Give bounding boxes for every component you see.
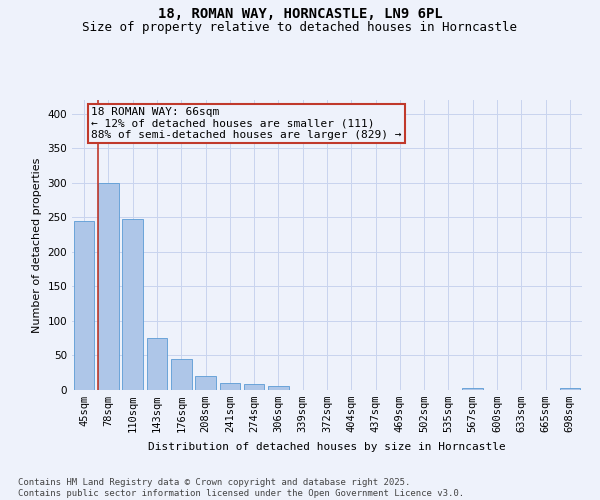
Text: 18 ROMAN WAY: 66sqm
← 12% of detached houses are smaller (111)
88% of semi-detac: 18 ROMAN WAY: 66sqm ← 12% of detached ho… bbox=[91, 107, 401, 140]
Bar bbox=[463, 388, 483, 390]
Text: Size of property relative to detached houses in Horncastle: Size of property relative to detached ho… bbox=[83, 21, 517, 34]
Bar bbox=[560, 388, 580, 390]
Bar bbox=[195, 376, 216, 390]
Bar bbox=[98, 183, 119, 390]
Text: Contains HM Land Registry data © Crown copyright and database right 2025.
Contai: Contains HM Land Registry data © Crown c… bbox=[18, 478, 464, 498]
Y-axis label: Number of detached properties: Number of detached properties bbox=[32, 158, 42, 332]
Bar bbox=[171, 359, 191, 390]
Bar bbox=[122, 219, 143, 390]
Text: 18, ROMAN WAY, HORNCASTLE, LN9 6PL: 18, ROMAN WAY, HORNCASTLE, LN9 6PL bbox=[158, 8, 442, 22]
Text: Distribution of detached houses by size in Horncastle: Distribution of detached houses by size … bbox=[148, 442, 506, 452]
Bar bbox=[268, 386, 289, 390]
Bar bbox=[244, 384, 265, 390]
Bar bbox=[74, 221, 94, 390]
Bar bbox=[146, 338, 167, 390]
Bar bbox=[220, 383, 240, 390]
